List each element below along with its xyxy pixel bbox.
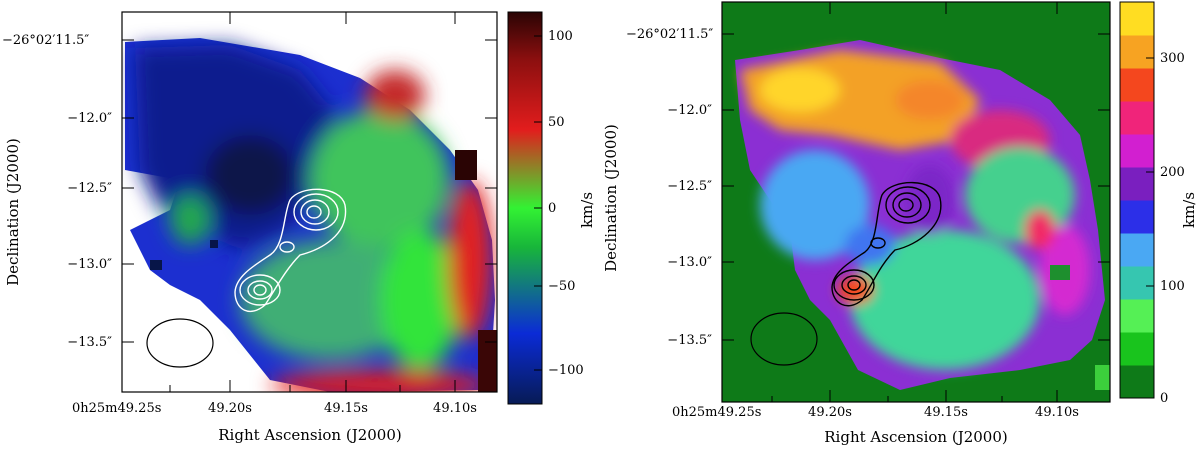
beam-ellipse <box>146 318 214 368</box>
axis-ticks <box>722 2 1110 402</box>
flux-contours <box>831 181 942 307</box>
colorbar-label: km/s <box>1180 192 1198 228</box>
colorbar-segment <box>1120 68 1154 102</box>
dec-tick-label: −13.5″ <box>67 335 112 350</box>
colorbar-segment <box>1120 167 1154 201</box>
ra-tick-label: 49.20s <box>808 405 852 420</box>
map-frame <box>121 11 498 393</box>
x-axis-label: Right Ascension (J2000) <box>824 428 1007 446</box>
panel-dispersion-map: −26°02′11.5″ −12.0″ −12.5″ −13.0″ −13.5″… <box>600 0 1200 450</box>
colorbar <box>1120 2 1154 399</box>
map-frame <box>721 1 1111 403</box>
colorbar-ticks <box>1146 57 1154 399</box>
colorbar-tick-label: 0 <box>1160 391 1168 406</box>
colorbar-segment <box>1120 134 1154 168</box>
dec-top-label: −26°02′11.5″ <box>626 27 713 42</box>
colorbar-tick-label: 0 <box>548 201 556 216</box>
colorbar-segment <box>1120 200 1154 234</box>
colorbar-segment <box>1120 35 1154 69</box>
velocity-map-image <box>122 12 497 392</box>
colorbar-tick-label: 200 <box>1160 165 1185 180</box>
dec-tick-label: −12.0″ <box>667 103 712 118</box>
dec-tick-label: −12.5″ <box>67 181 112 196</box>
colorbar-segment <box>1120 101 1154 135</box>
colorbar-label: km/s <box>578 192 596 228</box>
dec-tick-label: −13.0″ <box>667 255 712 270</box>
colorbar-tick-label: 100 <box>1160 279 1185 294</box>
colorbar-segment <box>1120 233 1154 267</box>
colorbar-segment <box>1120 365 1154 399</box>
beam-ellipse <box>750 312 818 366</box>
colorbar-tick-label: −100 <box>548 363 584 378</box>
colorbar-segment <box>1120 2 1154 36</box>
ra-prefix-label: 0h25m49.25s <box>72 401 161 416</box>
x-axis-label: Right Ascension (J2000) <box>218 426 401 444</box>
dec-tick-label: −13.5″ <box>667 333 712 348</box>
colorbar-segment <box>1120 299 1154 333</box>
colorbar-tick-label: 100 <box>548 29 573 44</box>
ra-tick-label: 49.15s <box>324 401 368 416</box>
ra-prefix-label: 0h25m49.25s <box>672 405 761 420</box>
ra-tick-label: 49.15s <box>924 405 968 420</box>
colorbar-segment <box>1120 332 1154 366</box>
flux-contours <box>234 188 347 313</box>
ra-tick-label: 49.20s <box>208 401 252 416</box>
panel-velocity-map: −26°02′11.5″ −12.0″ −12.5″ −13.0″ −13.5″… <box>0 0 600 450</box>
velocity-map-figure: −26°02′11.5″ −12.0″ −12.5″ −13.0″ −13.5″… <box>2 11 596 444</box>
colorbar-ticks <box>534 35 542 371</box>
ra-tick-label: 49.10s <box>1035 405 1079 420</box>
colorbar-tick-label: 50 <box>548 115 565 130</box>
colorbar-frame <box>1119 1 1155 399</box>
dispersion-map-figure: −26°02′11.5″ −12.0″ −12.5″ −13.0″ −13.5″… <box>602 1 1198 446</box>
colorbar-tick-label: 300 <box>1160 51 1185 66</box>
dec-tick-label: −13.0″ <box>67 257 112 272</box>
axis-ticks <box>122 12 497 392</box>
dec-tick-label: −12.0″ <box>67 111 112 126</box>
colorbar-segment <box>1120 266 1154 300</box>
dispersion-map-image <box>722 2 1110 402</box>
y-axis-label: Declination (J2000) <box>4 138 22 286</box>
dec-tick-label: −12.5″ <box>667 179 712 194</box>
ra-tick-label: 49.10s <box>433 401 477 416</box>
y-axis-label: Declination (J2000) <box>602 124 620 272</box>
colorbar-tick-label: −50 <box>548 279 575 294</box>
dec-top-label: −26°02′11.5″ <box>2 33 89 48</box>
